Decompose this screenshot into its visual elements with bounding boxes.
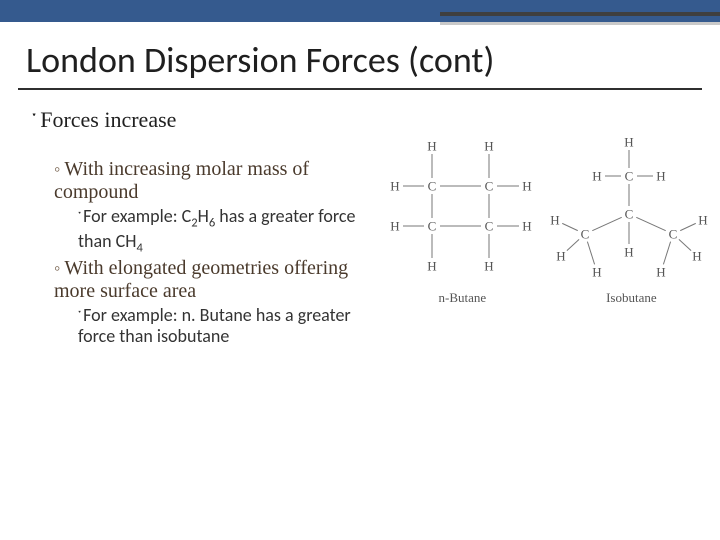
- bullet-text: For example: n. Butane has a greater for…: [78, 304, 351, 347]
- svg-text:C: C: [485, 219, 494, 234]
- bullet-column: ་Forces increase ◦With increasing molar …: [18, 98, 387, 348]
- header-accent: [440, 22, 720, 25]
- svg-text:H: H: [485, 139, 494, 154]
- bullet-marker: ་: [78, 209, 81, 227]
- header-bar: [0, 0, 720, 22]
- svg-text:H: H: [428, 139, 437, 154]
- bullet-marker: ◦: [54, 258, 60, 278]
- svg-text:H: H: [625, 135, 634, 150]
- bullet-text-prefix: For example: C: [83, 205, 191, 227]
- svg-text:C: C: [485, 179, 494, 194]
- molecule-label: Isobutane: [606, 290, 657, 306]
- slide-title: London Dispersion Forces (cont): [0, 22, 720, 86]
- svg-text:H: H: [391, 219, 400, 234]
- svg-text:C: C: [625, 169, 634, 184]
- svg-text:C: C: [428, 179, 437, 194]
- svg-text:H: H: [523, 179, 532, 194]
- content-area: ་Forces increase ◦With increasing molar …: [0, 90, 720, 348]
- molecule-isobutane: HCHHCCCHHHHHHH Isobutane: [549, 134, 713, 348]
- bullet-lvl1: ་Forces increase: [18, 98, 387, 154]
- svg-text:H: H: [693, 249, 702, 264]
- bullet-marker: ་: [32, 110, 36, 132]
- subscript: 4: [136, 240, 142, 255]
- svg-text:C: C: [428, 219, 437, 234]
- svg-text:C: C: [669, 227, 678, 242]
- svg-text:H: H: [428, 259, 437, 274]
- molecule-svg: H H C C H H H C C H H H: [387, 134, 537, 284]
- svg-text:H: H: [699, 213, 708, 228]
- bullet-text: Forces increase: [40, 107, 176, 132]
- bullet-lvl3: ་For example: n. Butane has a greater fo…: [18, 305, 387, 346]
- svg-text:C: C: [625, 207, 634, 222]
- bullet-lvl2: ◦With increasing molar mass of compound: [18, 158, 387, 204]
- bullet-text: With elongated geometries offering more …: [54, 257, 348, 302]
- molecule-svg: HCHHCCCHHHHHHH: [549, 134, 713, 284]
- svg-text:H: H: [593, 265, 602, 280]
- bullet-lvl2: ◦With elongated geometries offering more…: [18, 257, 387, 303]
- svg-text:H: H: [625, 245, 634, 260]
- molecule-nbutane: H H C C H H H C C H H H n-Butane: [387, 134, 537, 348]
- svg-text:H: H: [557, 249, 566, 264]
- bullet-text-mid: H: [198, 205, 209, 227]
- bullet-marker: ་: [78, 308, 81, 326]
- svg-text:H: H: [485, 259, 494, 274]
- bullet-marker: ◦: [54, 159, 60, 179]
- bullet-lvl3: ་For example: C2H6 has a greater force t…: [18, 206, 387, 255]
- svg-text:H: H: [551, 213, 560, 228]
- svg-text:H: H: [391, 179, 400, 194]
- svg-text:H: H: [523, 219, 532, 234]
- bullet-text: With increasing molar mass of compound: [54, 158, 309, 203]
- svg-text:H: H: [593, 169, 602, 184]
- molecule-label: n-Butane: [439, 290, 487, 306]
- svg-text:H: H: [657, 169, 666, 184]
- molecule-column: HHCCHHHCCHHH n-Butane HCHHCCCHHHHHHH Iso…: [387, 98, 702, 348]
- svg-text:C: C: [581, 227, 590, 242]
- svg-text:H: H: [657, 265, 666, 280]
